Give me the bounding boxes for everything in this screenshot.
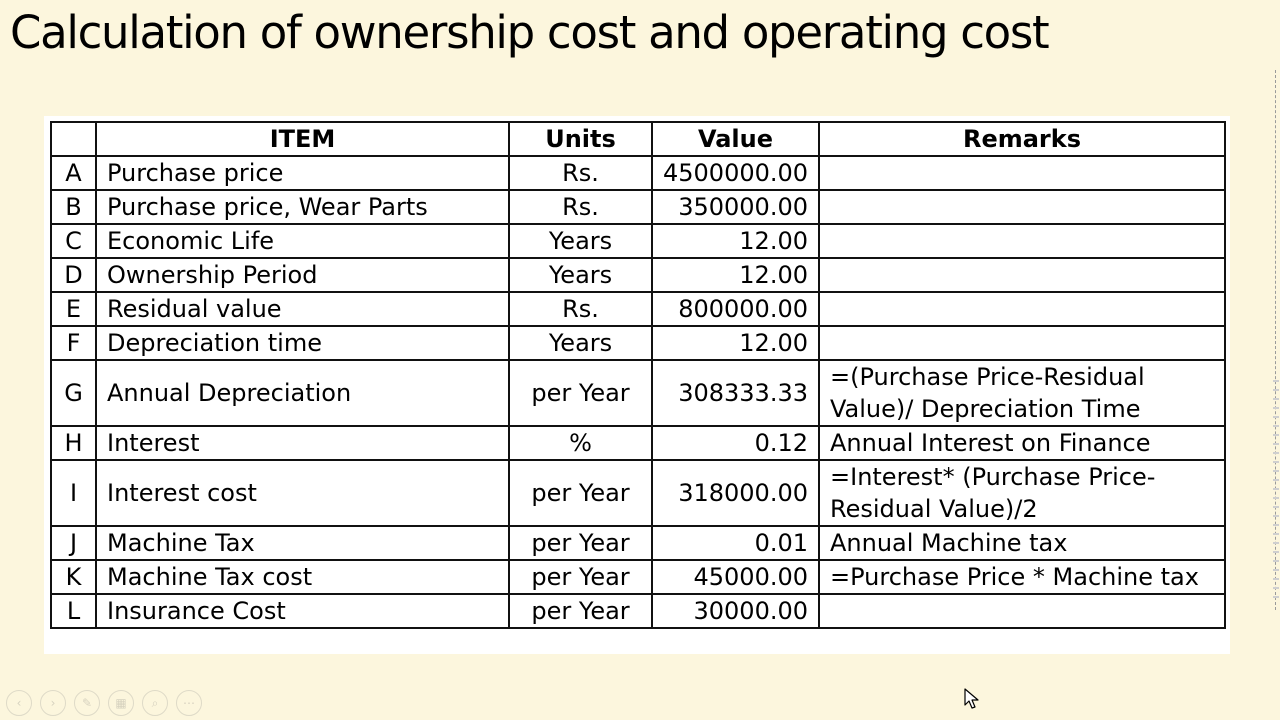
slideshow-toolbar: ‹ › ✎ ▦ ⌕ ⋯ bbox=[6, 690, 202, 716]
row-remark: =Purchase Price * Machine tax bbox=[818, 559, 1226, 595]
row-remark: Annual Machine tax bbox=[818, 525, 1226, 561]
table-row: J Machine Tax per Year 0.01 Annual Machi… bbox=[50, 525, 1226, 561]
row-item: Purchase price bbox=[95, 155, 510, 191]
remark-line: =Interest* (Purchase Price- bbox=[830, 463, 1156, 491]
row-value: 350000.00 bbox=[651, 189, 820, 225]
row-value: 12.00 bbox=[651, 325, 820, 361]
row-letter: I bbox=[50, 459, 97, 527]
row-value: 12.00 bbox=[651, 223, 820, 259]
row-value: 45000.00 bbox=[651, 559, 820, 595]
row-units: per Year bbox=[508, 525, 653, 561]
row-letter: F bbox=[50, 325, 97, 361]
header-letter bbox=[50, 121, 97, 157]
row-remark: =(Purchase Price-Residual Value)/ Depreci… bbox=[818, 359, 1226, 427]
mouse-pointer-icon bbox=[964, 688, 979, 709]
row-value: 0.12 bbox=[651, 425, 820, 461]
slide-edge-divider bbox=[1275, 70, 1280, 610]
table-row: A Purchase price Rs. 4500000.00 bbox=[50, 155, 1226, 191]
row-letter: B bbox=[50, 189, 97, 225]
row-letter: L bbox=[50, 593, 97, 629]
row-letter: C bbox=[50, 223, 97, 259]
row-value: 4500000.00 bbox=[651, 155, 820, 191]
remark-line: Residual Value)/2 bbox=[830, 495, 1038, 523]
row-units: % bbox=[508, 425, 653, 461]
pen-icon[interactable]: ✎ bbox=[74, 690, 100, 716]
row-item: Depreciation time bbox=[95, 325, 510, 361]
row-item: Interest bbox=[95, 425, 510, 461]
row-item: Ownership Period bbox=[95, 257, 510, 293]
more-options-icon[interactable]: ⋯ bbox=[176, 690, 202, 716]
previous-icon[interactable]: ‹ bbox=[6, 690, 32, 716]
row-remark: =Interest* (Purchase Price- Residual Valu… bbox=[818, 459, 1226, 527]
slides-grid-icon[interactable]: ▦ bbox=[108, 690, 134, 716]
row-remark: Annual Interest on Finance bbox=[818, 425, 1226, 461]
row-units: Years bbox=[508, 325, 653, 361]
row-value: 0.01 bbox=[651, 525, 820, 561]
table-row: C Economic Life Years 12.00 bbox=[50, 223, 1226, 259]
row-remark bbox=[818, 155, 1226, 191]
row-letter: J bbox=[50, 525, 97, 561]
row-item: Insurance Cost bbox=[95, 593, 510, 629]
row-item: Machine Tax bbox=[95, 525, 510, 561]
table-row: K Machine Tax cost per Year 45000.00 =Pu… bbox=[50, 559, 1226, 595]
table-row: D Ownership Period Years 12.00 bbox=[50, 257, 1226, 293]
row-remark bbox=[818, 593, 1226, 629]
row-units: Rs. bbox=[508, 155, 653, 191]
row-value: 318000.00 bbox=[651, 459, 820, 527]
row-value: 30000.00 bbox=[651, 593, 820, 629]
table-row: G Annual Depreciation per Year 308333.33… bbox=[50, 359, 1226, 427]
table-row: B Purchase price, Wear Parts Rs. 350000.… bbox=[50, 189, 1226, 225]
remark-line: =(Purchase Price-Residual bbox=[830, 363, 1145, 391]
header-item: ITEM bbox=[95, 121, 510, 157]
row-units: Years bbox=[508, 223, 653, 259]
next-icon[interactable]: › bbox=[40, 690, 66, 716]
zoom-icon[interactable]: ⌕ bbox=[142, 690, 168, 716]
row-remark bbox=[818, 325, 1226, 361]
table-header-row: ITEM Units Value Remarks bbox=[50, 121, 1226, 157]
row-item: Interest cost bbox=[95, 459, 510, 527]
header-units: Units bbox=[508, 121, 653, 157]
row-value: 308333.33 bbox=[651, 359, 820, 427]
row-units: Rs. bbox=[508, 189, 653, 225]
slide-title: Calculation of ownership cost and operat… bbox=[10, 6, 1050, 59]
header-remarks: Remarks bbox=[818, 121, 1226, 157]
table-row: I Interest cost per Year 318000.00 =Inte… bbox=[50, 459, 1226, 527]
row-units: per Year bbox=[508, 359, 653, 427]
row-units: Years bbox=[508, 257, 653, 293]
row-units: Rs. bbox=[508, 291, 653, 327]
row-value: 800000.00 bbox=[651, 291, 820, 327]
cost-table: ITEM Units Value Remarks A Purchase pric… bbox=[50, 121, 1226, 629]
row-remark bbox=[818, 291, 1226, 327]
table-row: L Insurance Cost per Year 30000.00 bbox=[50, 593, 1226, 629]
row-remark bbox=[818, 189, 1226, 225]
row-remark bbox=[818, 223, 1226, 259]
row-units: per Year bbox=[508, 559, 653, 595]
row-remark bbox=[818, 257, 1226, 293]
row-letter: D bbox=[50, 257, 97, 293]
row-value: 12.00 bbox=[651, 257, 820, 293]
table-row: F Depreciation time Years 12.00 bbox=[50, 325, 1226, 361]
row-item: Purchase price, Wear Parts bbox=[95, 189, 510, 225]
row-units: per Year bbox=[508, 459, 653, 527]
slide-edge-ticks bbox=[1273, 380, 1279, 600]
row-letter: K bbox=[50, 559, 97, 595]
row-item: Machine Tax cost bbox=[95, 559, 510, 595]
remark-line: Value)/ Depreciation Time bbox=[830, 395, 1141, 423]
table-row: E Residual value Rs. 800000.00 bbox=[50, 291, 1226, 327]
row-item: Annual Depreciation bbox=[95, 359, 510, 427]
table-row: H Interest % 0.12 Annual Interest on Fin… bbox=[50, 425, 1226, 461]
row-letter: E bbox=[50, 291, 97, 327]
header-value: Value bbox=[651, 121, 820, 157]
row-item: Economic Life bbox=[95, 223, 510, 259]
row-item: Residual value bbox=[95, 291, 510, 327]
row-units: per Year bbox=[508, 593, 653, 629]
row-letter: G bbox=[50, 359, 97, 427]
row-letter: H bbox=[50, 425, 97, 461]
row-letter: A bbox=[50, 155, 97, 191]
